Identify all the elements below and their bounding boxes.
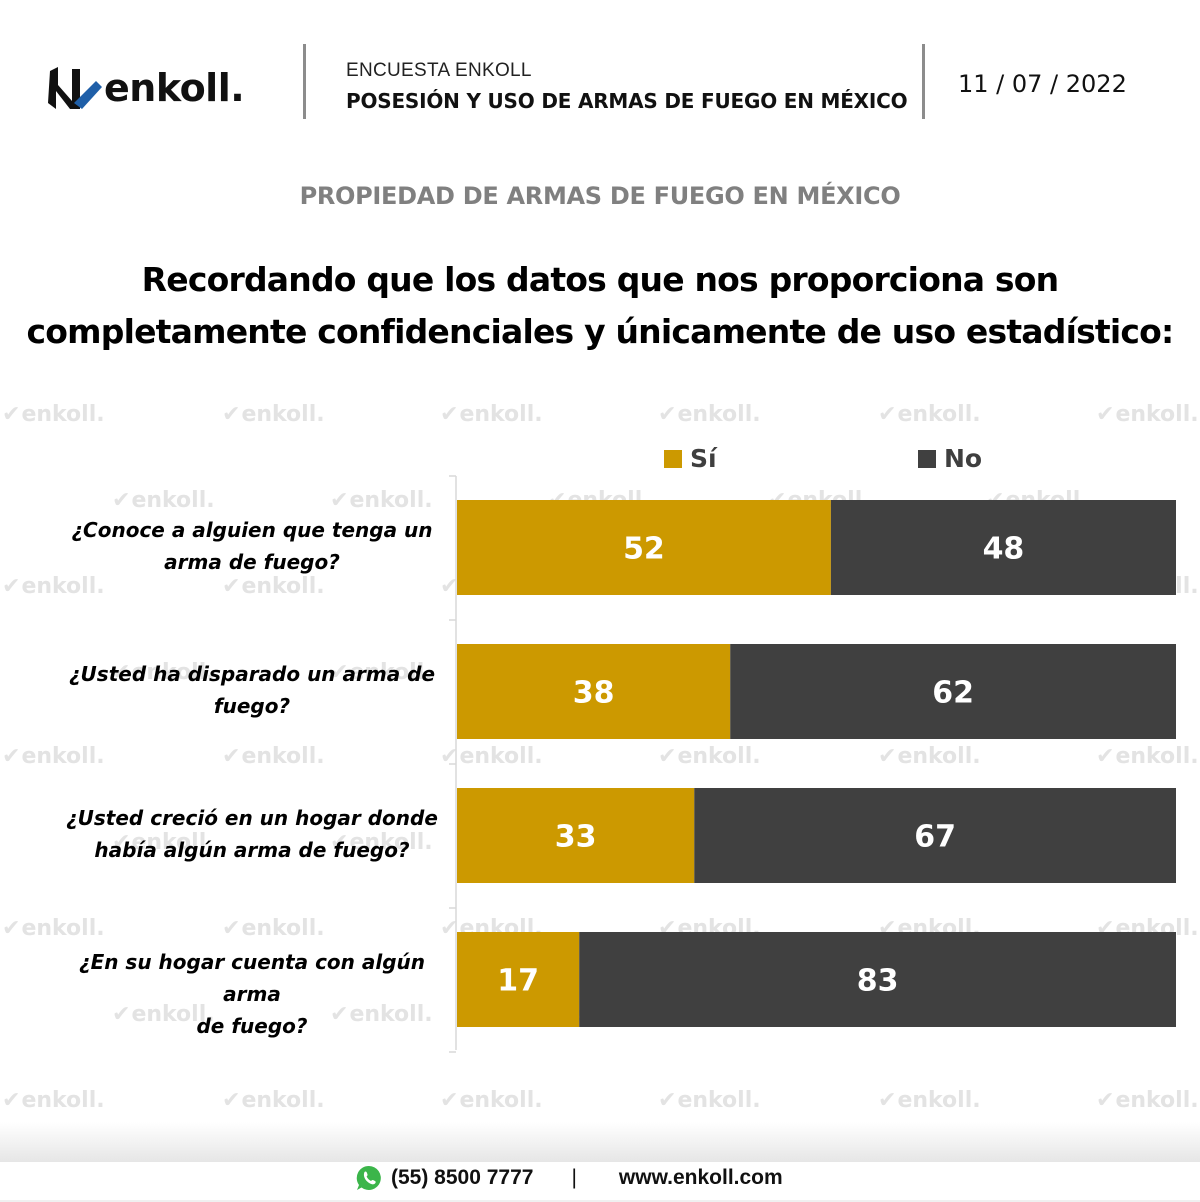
section-title: PROPIEDAD DE ARMAS DE FUEGO EN MÉXICO <box>299 182 901 210</box>
legend-label-no: No <box>944 444 983 473</box>
watermark: ✔enkoll. <box>658 402 761 427</box>
data-label-no: 83 <box>857 964 899 999</box>
category-label-line: ¿Usted ha disparado un arma de <box>68 662 436 686</box>
watermark: ✔enkoll. <box>330 660 433 685</box>
watermark: ✔enkoll. <box>440 1088 543 1113</box>
data-label-si: 33 <box>555 820 597 855</box>
bar-si <box>457 788 695 883</box>
data-label-no: 62 <box>932 676 974 711</box>
whatsapp-icon <box>356 1165 381 1190</box>
survey-title: POSESIÓN Y USO DE ARMAS DE FUEGO EN MÉXI… <box>346 89 908 113</box>
watermark: ✔enkoll. <box>440 402 543 427</box>
footer <box>0 1162 1200 1202</box>
watermark: ✔enkoll. <box>330 830 433 855</box>
watermark: ✔enkoll. <box>1096 402 1199 427</box>
footer-phone[interactable]: (55) 8500 7777 <box>391 1166 534 1189</box>
watermark: ✔enkoll. <box>2 402 105 427</box>
legend-item-si: Sí <box>664 444 717 473</box>
survey-label: ENCUESTA ENKOLL <box>346 60 532 81</box>
bar-si <box>457 500 831 595</box>
legend-label-si: Sí <box>690 444 717 473</box>
data-label-no: 48 <box>983 532 1025 567</box>
watermark: ✔enkoll. <box>2 916 105 941</box>
category-label: ¿Usted creció en un hogar donde había alg… <box>52 802 452 866</box>
watermark: ✔enkoll. <box>878 402 981 427</box>
category-label-line: había algún arma de fuego? <box>94 838 410 862</box>
category-label-line: de fuego? <box>196 1014 308 1038</box>
question-text: Recordando que los datos que nos proporc… <box>0 254 1200 358</box>
watermark: ✔enkoll. <box>222 1088 325 1113</box>
bar-no <box>830 500 1176 595</box>
logo-text: enkoll. <box>104 66 245 110</box>
watermark: ✔enkoll. <box>2 1088 105 1113</box>
watermark: ✔enkoll. <box>112 1002 215 1027</box>
category-label: ¿En su hogar cuenta con algún arma de fue… <box>52 946 452 1042</box>
bar-no <box>730 644 1176 739</box>
watermark: ✔enkoll. <box>1096 744 1199 769</box>
category-label-line: ¿Usted creció en un hogar donde <box>66 806 438 830</box>
survey-date: 11 / 07 / 2022 <box>958 70 1127 98</box>
watermark: ✔enkoll. <box>222 916 325 941</box>
watermark: ✔enkoll. <box>878 744 981 769</box>
data-label-si: 52 <box>623 532 665 567</box>
question-line-2: completamente confidenciales y únicament… <box>26 312 1175 351</box>
watermark: ✔enkoll. <box>330 1002 433 1027</box>
watermark: ✔enkoll. <box>658 744 761 769</box>
category-label-line: ¿En su hogar cuenta con algún arma <box>78 950 426 1006</box>
watermark: ✔enkoll. <box>112 830 215 855</box>
footer-website[interactable]: www.enkoll.com <box>618 1166 783 1189</box>
footer-contact: (55) 8500 7777 | www.enkoll.com <box>355 1164 783 1192</box>
watermark: ✔enkoll. <box>330 488 433 513</box>
watermark: ✔enkoll. <box>878 1088 981 1113</box>
watermark: ✔enkoll. <box>222 402 325 427</box>
category-label-line: arma de fuego? <box>164 550 340 574</box>
watermark: ✔enkoll. <box>1096 1088 1199 1113</box>
legend-swatch-no <box>918 449 936 468</box>
bar-si <box>457 644 731 739</box>
header-divider <box>922 44 925 119</box>
bar-no <box>579 932 1176 1027</box>
category-label-line: fuego? <box>213 694 291 718</box>
watermark: ✔enkoll. <box>2 744 105 769</box>
watermark: ✔enkoll. <box>440 744 543 769</box>
watermark: ✔enkoll. <box>112 488 215 513</box>
footer-shade <box>0 1122 1200 1162</box>
data-label-si: 17 <box>497 964 539 999</box>
watermark: ✔enkoll. <box>658 1088 761 1113</box>
category-label: ¿Usted ha disparado un arma de fuego? <box>52 658 452 722</box>
data-label-si: 38 <box>573 676 615 711</box>
watermark: ✔enkoll. <box>222 574 325 599</box>
bar-si <box>457 932 580 1027</box>
legend-item-no: No <box>918 444 982 473</box>
watermark: ✔enkoll. <box>2 574 105 599</box>
category-label: ¿Conoce a alguien que tenga un arma de fu… <box>52 514 452 578</box>
enkoll-logo-icon <box>48 67 102 109</box>
footer-separator: | <box>571 1166 577 1189</box>
watermark: ✔enkoll. <box>112 660 215 685</box>
category-label-line: ¿Conoce a alguien que tenga un <box>71 518 433 542</box>
enkoll-logo: enkoll. <box>44 58 245 118</box>
watermark: ✔enkoll. <box>222 744 325 769</box>
header-divider <box>303 44 306 119</box>
question-line-1: Recordando que los datos que nos proporc… <box>141 260 1059 299</box>
data-label-no: 67 <box>914 820 956 855</box>
bar-no <box>694 788 1176 883</box>
legend-swatch-si <box>664 449 682 468</box>
